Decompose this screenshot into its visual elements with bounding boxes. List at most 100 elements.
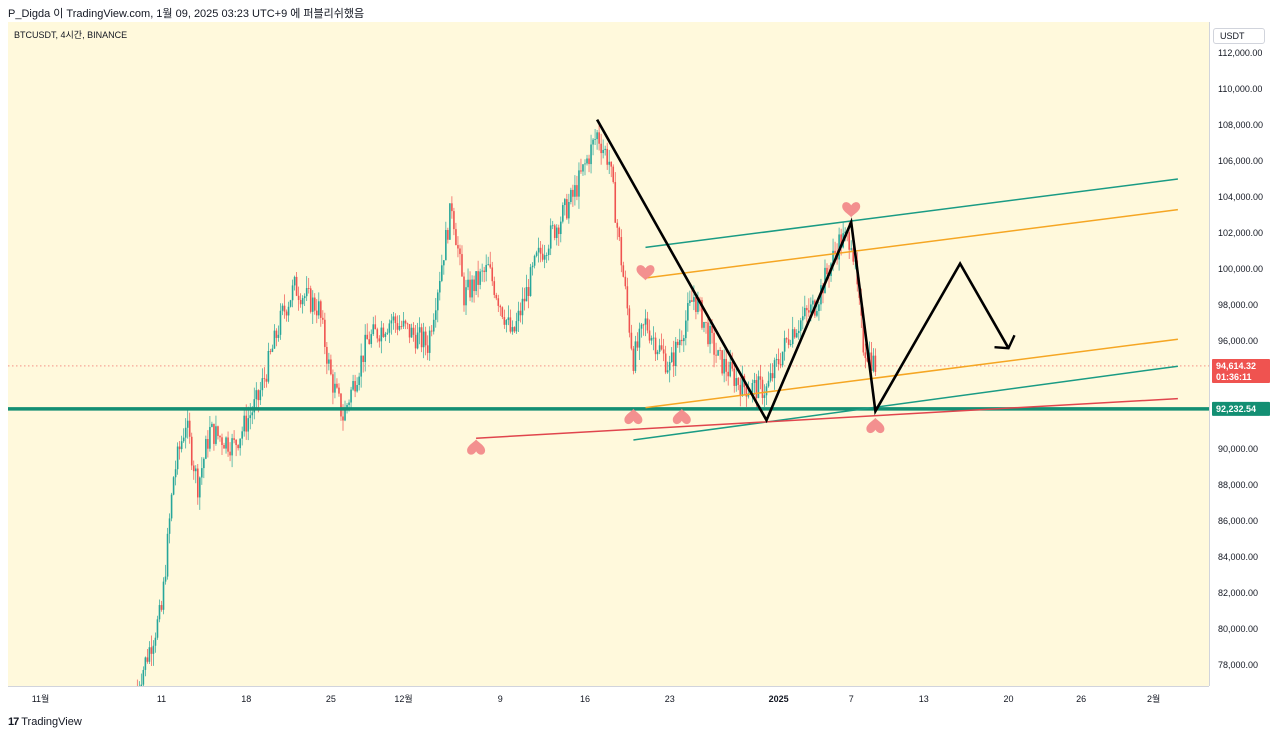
candle	[789, 339, 792, 347]
candle	[808, 298, 810, 317]
candle-body	[150, 647, 153, 654]
candle-body	[192, 465, 195, 472]
candle-body	[806, 307, 808, 311]
candle	[207, 430, 209, 458]
candle	[382, 323, 385, 338]
candle	[412, 322, 415, 342]
candle	[618, 226, 621, 242]
candle-body	[386, 332, 389, 334]
candle	[553, 223, 556, 241]
candle-body	[519, 310, 522, 316]
candle-body	[434, 310, 437, 320]
candle	[303, 293, 306, 307]
candle	[705, 321, 707, 334]
candle	[291, 279, 294, 308]
candle	[263, 367, 266, 388]
candle-body	[271, 348, 274, 352]
time-tick-label: 12월	[394, 693, 412, 704]
candle-body	[225, 437, 227, 449]
candle-body	[610, 161, 613, 167]
candle	[422, 322, 425, 359]
candle	[666, 361, 669, 374]
candle-body	[217, 426, 219, 436]
time-axis[interactable]: 11월 11 18 25 12월 9 16 23 2025 7 13 20 26 2월	[8, 686, 1209, 711]
candle	[477, 260, 479, 298]
candle-body	[293, 276, 296, 286]
tradingview-logo: 17	[8, 716, 19, 728]
candle	[267, 342, 270, 384]
candle	[372, 316, 375, 336]
candle	[588, 154, 590, 173]
candle-body	[731, 361, 734, 369]
candle	[545, 252, 548, 264]
candle-body	[144, 657, 147, 670]
candle	[840, 228, 842, 256]
candle	[806, 305, 808, 323]
chart-svg[interactable]	[8, 22, 1209, 686]
teal-channel-lower	[633, 365, 1179, 441]
candle-body	[237, 445, 239, 449]
candle-body	[356, 385, 358, 392]
candle	[660, 333, 663, 351]
candle-body	[229, 451, 231, 456]
candle-body	[808, 310, 810, 313]
candle	[192, 460, 195, 480]
candle	[670, 347, 673, 363]
candle	[566, 193, 568, 220]
candle	[683, 334, 685, 352]
candle-body	[414, 334, 417, 349]
candle-body	[713, 332, 715, 355]
candle-body	[475, 271, 477, 292]
candle	[727, 361, 729, 386]
candle-body	[691, 300, 693, 302]
candle-body	[154, 637, 157, 646]
candle	[781, 351, 784, 368]
candle	[507, 305, 510, 326]
candle-body	[336, 383, 338, 388]
candle	[505, 319, 508, 333]
candle	[313, 293, 316, 315]
candle-body	[315, 310, 318, 316]
price-tick-label: 106,000.00	[1218, 156, 1263, 166]
price-axis[interactable]: 112,000.00 110,000.00 108,000.00 106,000.00…	[1209, 22, 1280, 686]
candle	[753, 372, 756, 396]
candle-body	[184, 427, 187, 438]
candle-body	[533, 255, 536, 266]
chart-pane[interactable]: BTCUSDT, 4시간, BINANCE	[8, 22, 1209, 686]
candle-body	[745, 387, 748, 397]
candle	[370, 329, 373, 348]
candle	[142, 666, 145, 686]
support-price-label-bg	[1212, 401, 1270, 416]
candle-body	[263, 378, 266, 379]
candle	[870, 342, 873, 375]
candle	[872, 348, 875, 373]
tradingview-footer[interactable]: 17 TradingView	[8, 716, 82, 728]
candle-body	[648, 330, 651, 341]
price-tick-label: 102,000.00	[1218, 228, 1263, 238]
candle	[188, 412, 191, 444]
candle	[162, 577, 165, 615]
last-price-label-bg	[1212, 358, 1270, 383]
candle-body	[404, 320, 407, 324]
candle-body	[338, 387, 340, 394]
price-tick-label: 104,000.00	[1218, 192, 1263, 202]
candle-body	[527, 287, 530, 296]
candle-body	[580, 170, 582, 172]
currency-selector[interactable]: USDT	[1213, 28, 1265, 44]
candle	[733, 361, 736, 393]
candle	[432, 313, 435, 335]
candle	[785, 337, 788, 343]
candle	[612, 164, 615, 184]
candle-body	[420, 327, 423, 348]
candle-body	[430, 330, 433, 332]
candle-body	[676, 341, 679, 346]
candle-body	[729, 361, 731, 377]
candle	[525, 274, 528, 302]
candle	[309, 285, 312, 314]
candle-body	[664, 353, 667, 373]
candle-body	[344, 407, 346, 421]
candle-body	[695, 297, 697, 312]
candle	[392, 311, 395, 330]
candle	[156, 615, 159, 640]
candle-body	[400, 325, 403, 327]
